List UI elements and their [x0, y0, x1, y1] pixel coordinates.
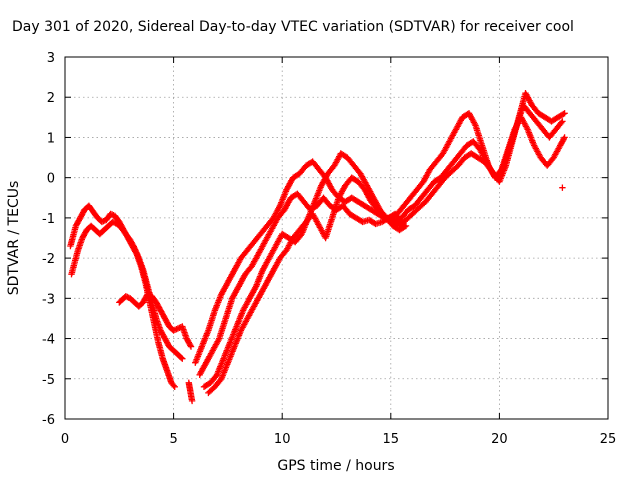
series-track-8 [205, 174, 401, 397]
data-point [560, 110, 567, 118]
data-point [402, 222, 410, 230]
y-tick-label: -5 [42, 373, 55, 388]
data-point [187, 342, 194, 349]
y-tick-label: 3 [47, 51, 55, 66]
data-point [173, 326, 180, 333]
data-point [124, 293, 131, 301]
data-point [559, 184, 566, 191]
data-point [561, 110, 568, 117]
data-point [561, 134, 568, 141]
y-tick-label: -2 [42, 252, 55, 267]
plot-frame [64, 56, 609, 420]
data-point [558, 119, 565, 126]
x-axis-label: GPS time / hours [277, 458, 394, 474]
y-tick-label: 1 [47, 131, 55, 146]
x-tick-label: 5 [169, 432, 177, 447]
y-tick-label: -6 [42, 413, 55, 428]
data-point [559, 118, 566, 125]
series-track-3 [116, 291, 195, 350]
data-point [109, 218, 116, 226]
series-track-5 [192, 158, 407, 366]
series-outlier [559, 184, 566, 191]
series-track-6 [196, 190, 405, 378]
series-track-4 [185, 379, 196, 405]
x-tick-label: 10 [274, 432, 291, 447]
y-tick-label: -1 [42, 212, 55, 227]
data-point [178, 354, 185, 361]
data-point [145, 291, 153, 299]
data-point [560, 135, 567, 142]
chart-title: Day 301 of 2020, Sidereal Day-to-day VTE… [12, 19, 574, 35]
data-point [179, 355, 186, 362]
y-tick-label: 2 [47, 91, 55, 106]
data-point [130, 243, 137, 250]
data-point [171, 383, 178, 390]
series-track-11 [396, 102, 566, 230]
x-tick-label: 20 [491, 432, 508, 447]
data-point [170, 327, 177, 334]
x-tick-label: 15 [383, 432, 400, 447]
data-point [187, 343, 195, 350]
y-axis-label: SDTVAR / TECUs [6, 181, 22, 296]
y-tick-label: -4 [42, 333, 55, 348]
data-points [67, 90, 568, 405]
y-tick-label: 0 [47, 172, 55, 187]
data-point [188, 397, 196, 405]
x-tick-label: 0 [61, 432, 69, 447]
y-tick-label: -3 [42, 292, 55, 307]
data-point [170, 382, 177, 389]
data-point [108, 211, 116, 218]
x-tick-label: 25 [600, 432, 617, 447]
axis-ticks: 0 5 10 15 20 25 -6 -5 -4 -3 -2 -1 0 1 2 3 [42, 51, 616, 447]
